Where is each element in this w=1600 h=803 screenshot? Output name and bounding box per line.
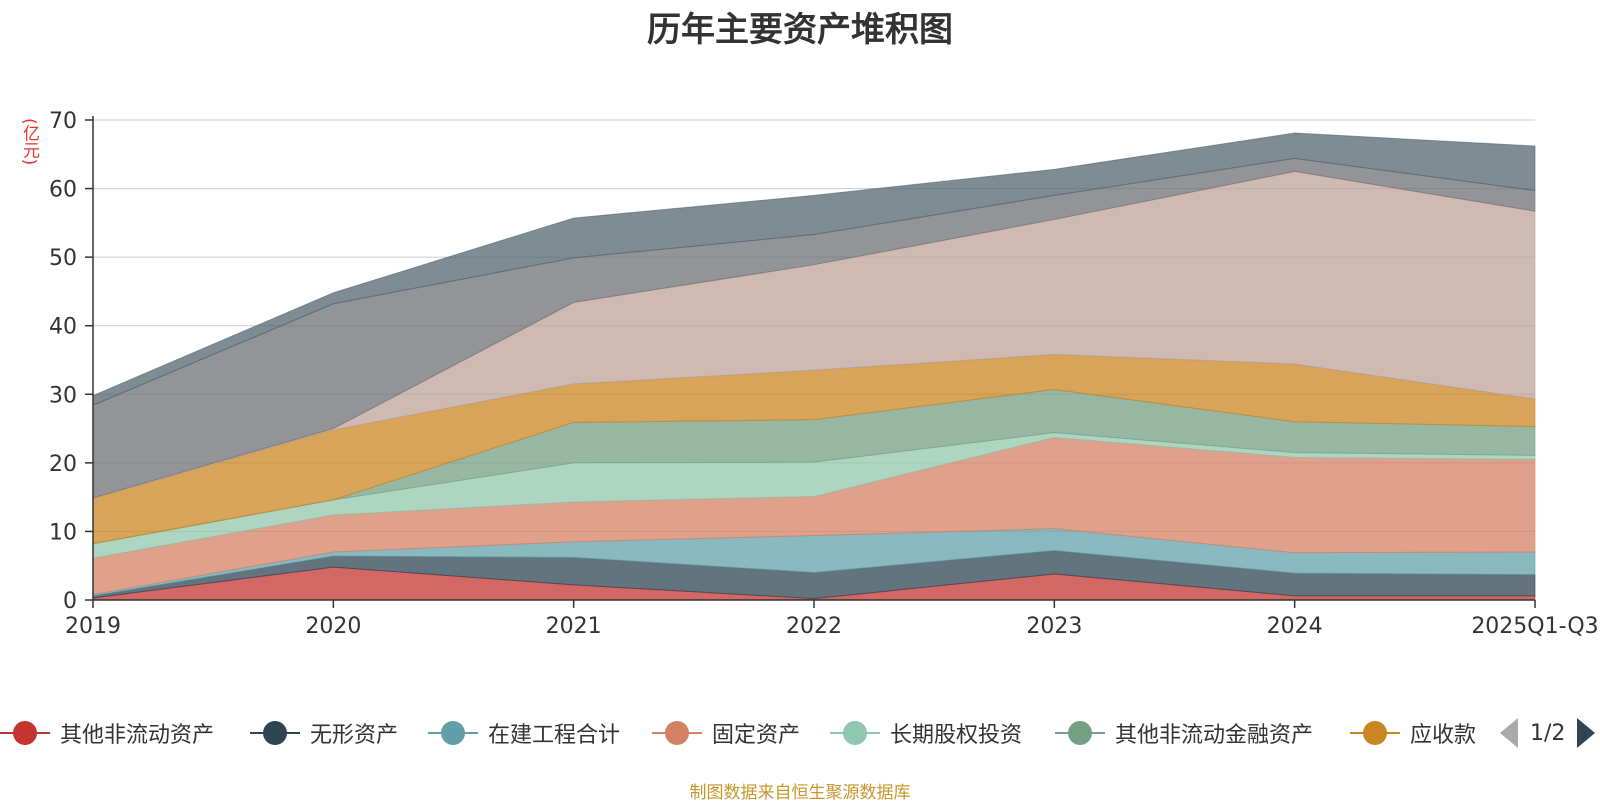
x-tick-label: 2022 (786, 614, 842, 639)
x-tick-label: 2019 (65, 614, 121, 639)
legend-item[interactable]: 应收款 (1350, 715, 1476, 751)
area-series[interactable] (92, 132, 1536, 407)
legend-label: 固定资产 (712, 723, 801, 748)
legend-marker-icon (1350, 718, 1400, 748)
legend-marker-icon (830, 718, 880, 748)
legend-item[interactable]: 其他非流动资产 (0, 715, 214, 751)
source-note: 制图数据来自恒生聚源数据库 (689, 783, 911, 803)
legend-item[interactable]: 在建工程合计 (428, 715, 620, 751)
legend-label: 其他非流动资产 (60, 723, 215, 748)
x-tick-label: 2023 (1026, 614, 1082, 639)
x-tick-label: 2021 (546, 614, 602, 639)
legend-label: 长期股权投资 (890, 723, 1023, 748)
legend-marker-icon (1055, 718, 1105, 748)
legend-item[interactable]: 无形资产 (250, 715, 398, 751)
x-tick-label: 2025Q1-Q3 (1471, 614, 1598, 639)
legend-marker-icon (0, 718, 50, 748)
legend-label: 其他非流动金融资产 (1115, 723, 1314, 748)
legend-label: 无形资产 (310, 723, 399, 748)
legend: 其他非流动资产 无形资产 在建工程合计 固定资产 长期股权投资 其他非流动金融资产 应收款 (0, 715, 1600, 755)
legend-label: 应收款 (1410, 723, 1477, 748)
legend-label: 在建工程合计 (488, 723, 621, 748)
axes: 0 10 20 30 40 50 60 70 2019 2020 2021 2022 2023 2024 2… (49, 109, 1599, 639)
chart-title: 历年主要资产堆积图 (647, 10, 953, 50)
legend-marker-icon (652, 718, 702, 748)
legend-pager: 1/2 (1500, 715, 1596, 751)
legend-next-page-icon[interactable] (1577, 718, 1596, 748)
legend-prev-page-icon[interactable] (1500, 718, 1518, 748)
legend-marker-icon (428, 718, 478, 748)
y-axis-unit-label: (亿元) (19, 118, 39, 166)
y-tick-label: 60 (49, 178, 77, 203)
legend-marker-icon (250, 718, 300, 748)
y-tick-label: 0 (63, 589, 77, 614)
y-tick-label: 10 (49, 520, 77, 545)
y-tick-label: 30 (49, 383, 77, 408)
y-tick-label: 20 (49, 452, 77, 477)
y-tick-label: 70 (49, 109, 77, 134)
legend-item[interactable]: 其他非流动金融资产 (1055, 715, 1313, 751)
stacked-area-chart: 0 10 20 30 40 50 60 70 2019 2020 2021 2022 2023 2024 2… (49, 109, 1599, 639)
x-tick-label: 2020 (305, 614, 361, 639)
y-tick-label: 50 (49, 246, 77, 271)
legend-page-indicator: 1/2 (1530, 720, 1566, 746)
y-tick-label: 40 (49, 315, 77, 340)
area-series-group (92, 132, 1536, 601)
x-tick-label: 2024 (1267, 614, 1323, 639)
legend-item[interactable]: 固定资产 (652, 715, 800, 751)
legend-item[interactable]: 长期股权投资 (830, 715, 1022, 751)
